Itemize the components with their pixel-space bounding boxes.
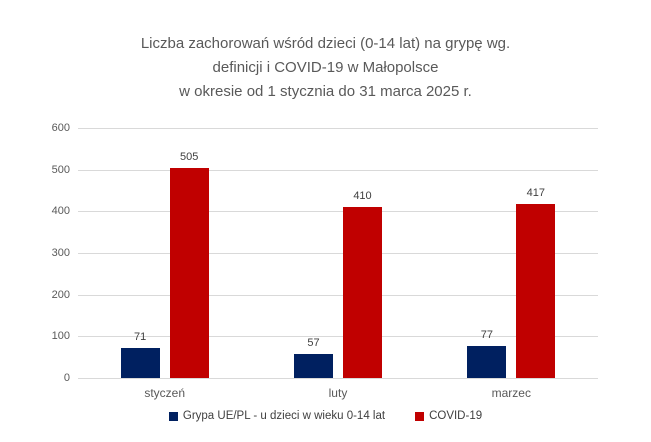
y-axis-tick-label-500: 500: [51, 163, 70, 176]
plot-area: 0 100 200 300 400 500 600 71 505 styczeń 57 410 luty…: [52, 122, 598, 400]
legend: Grypa UE/PL - u dzieci w wieku 0-14 lat …: [0, 410, 651, 422]
y-axis-tick-label-600: 600: [51, 122, 70, 134]
chart-title-line-3: w okresie od 1 stycznia do 31 marca 2025…: [179, 83, 472, 100]
data-label-luty-grypa: 57: [307, 337, 320, 350]
bar-luty-grypa: [294, 354, 333, 378]
gridline-500: [78, 169, 598, 171]
gridline-600: [78, 128, 598, 129]
x-axis-tick-label-marzec: marzec: [491, 386, 531, 400]
gridline-300: [78, 253, 598, 254]
chart-title: Liczba zachorowań wśród dzieci (0-14 lat…: [0, 32, 651, 104]
chart-title-line-1: Liczba zachorowań wśród dzieci (0-14 lat…: [140, 35, 511, 52]
y-axis-tick-label-0: 0: [63, 372, 70, 384]
y-axis-tick-label-400: 400: [51, 205, 70, 218]
y-axis-tick-label-300: 300: [51, 247, 70, 259]
data-label-styczeń-grypa: 71: [134, 331, 147, 344]
bar-marzec-grypa: [467, 345, 507, 378]
data-label-marzec-grypa: 77: [480, 328, 493, 341]
data-label-luty-covid: 410: [353, 190, 372, 203]
data-label-marzec-covid: 417: [526, 187, 545, 200]
data-label-styczeń-covid: 505: [179, 150, 199, 163]
legend-item-grypa[interactable]: Grypa UE/PL - u dzieci w wieku 0-14 lat: [168, 410, 386, 422]
legend-label-grypa: Grypa UE/PL - u dzieci w wieku 0-14 lat: [182, 410, 386, 422]
x-axis-tick-label-luty: luty: [328, 386, 348, 400]
bar-styczeń-covid: [169, 167, 209, 378]
covid-series-swatch-icon: [415, 411, 425, 421]
x-axis-line: [78, 378, 598, 379]
legend-label-covid: COVID-19: [429, 410, 483, 422]
gridline-200: [78, 294, 598, 296]
gridline-100: [78, 336, 598, 338]
bar-styczeń-grypa: [120, 348, 160, 378]
chart-title-line-2: definicji i COVID-19 w Małopolsce: [212, 59, 439, 76]
x-axis-tick-label-styczeń: styczeń: [144, 386, 185, 400]
grypa-series-swatch-icon: [168, 411, 178, 421]
y-axis-tick-label-100: 100: [51, 330, 70, 343]
y-axis-tick-label-200: 200: [51, 288, 70, 301]
bar-luty-covid: [343, 207, 382, 378]
bar-marzec-covid: [516, 204, 556, 378]
gridline-400: [78, 211, 598, 213]
legend-item-covid[interactable]: COVID-19: [415, 410, 482, 422]
